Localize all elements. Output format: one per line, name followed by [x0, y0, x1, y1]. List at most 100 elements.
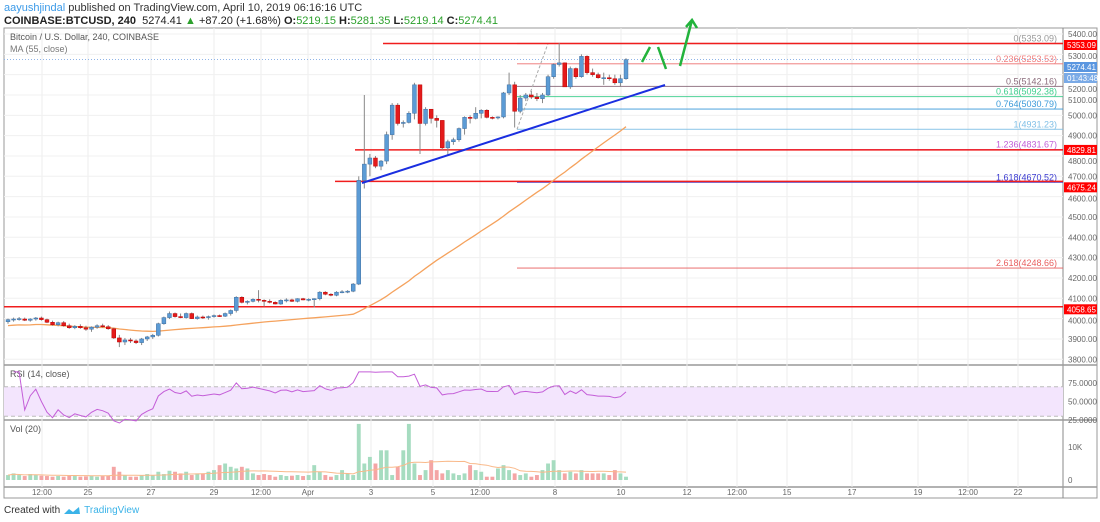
candle-up	[317, 291, 322, 299]
volume-bar-up	[223, 463, 228, 480]
volume-bar-up	[122, 475, 127, 480]
up-arrow-icon: ▲	[184, 15, 196, 27]
candle-up	[401, 122, 406, 124]
candle-up	[456, 128, 462, 140]
volume-bar-down	[262, 474, 267, 480]
volume-bar-up	[557, 470, 562, 480]
candle-up	[144, 336, 150, 340]
volume-bar-up	[284, 476, 289, 480]
volume-bar-up	[306, 475, 311, 480]
candle-down	[106, 326, 111, 330]
candle-down	[289, 299, 295, 302]
candle-up	[412, 84, 417, 114]
chart-title: Bitcoin / U.S. Dollar, 240, COINBASE	[10, 32, 159, 42]
volume-bar-up	[495, 468, 500, 480]
volume-bar-down	[590, 473, 595, 480]
volume-bar-down	[490, 476, 495, 480]
volume-bar-down	[189, 475, 194, 480]
x-tick-label: Apr	[302, 488, 315, 497]
price-tag-label: 4675.24	[1067, 183, 1096, 192]
candle-up	[167, 313, 172, 318]
volume-bar-up	[601, 473, 606, 480]
candle-up	[222, 313, 228, 317]
candle-up	[278, 300, 284, 305]
volume-bar-down	[106, 475, 111, 480]
candle-down	[595, 74, 601, 78]
volume-bar-up	[295, 475, 300, 480]
price-tag	[1064, 304, 1097, 315]
y-tick-label: 5300.00	[1068, 52, 1097, 61]
volume-bar-down	[512, 473, 517, 480]
volume-bar-down	[239, 466, 244, 480]
x-tick-label: 12:00	[958, 488, 979, 497]
rsi-line	[13, 371, 627, 424]
y-tick-label: 5200.00	[1068, 85, 1097, 94]
candle-up	[378, 160, 384, 167]
volume-bar-down	[434, 470, 439, 480]
created-with-text: Created with	[4, 505, 61, 516]
candle-down	[22, 318, 27, 321]
tradingview-link[interactable]: TradingView	[84, 505, 140, 516]
volume-bar-up	[479, 471, 484, 480]
candle-down	[61, 322, 66, 326]
volume-bar-up	[89, 476, 94, 480]
volume-bar-up	[212, 470, 216, 480]
rsi-legend: RSI (14, close)	[10, 369, 70, 379]
candle-up	[94, 325, 100, 328]
volume-bar-down	[134, 476, 139, 480]
volume-bar-down	[573, 473, 578, 480]
fib-level-label: 0.236(5253.53)	[996, 54, 1057, 64]
volume-bar-up	[28, 474, 33, 480]
candle-up	[356, 180, 361, 285]
volume-bar-down	[39, 475, 44, 480]
volume-bar-up	[518, 475, 523, 480]
y-tick-label: 3800.00	[1068, 355, 1097, 364]
candle-up	[423, 108, 428, 124]
candle-up	[473, 113, 478, 119]
candle-up	[389, 104, 395, 135]
candle-down	[300, 298, 306, 301]
volume-bar-up	[195, 473, 200, 480]
author-link[interactable]: aayushjindal	[4, 2, 66, 14]
candle-down	[512, 84, 517, 112]
candle-down	[267, 301, 272, 303]
price-tag-label: 5353.09	[1067, 41, 1096, 50]
fib-level-label: 1(4931.23)	[1013, 119, 1057, 129]
green-arrow-icon	[640, 17, 699, 70]
volume-bar-down	[267, 475, 272, 480]
volume-bar-up	[278, 475, 283, 480]
volume-bar-up	[379, 450, 383, 480]
volume-bar-up	[624, 476, 628, 480]
fib-level-label: 0.618(5092.38)	[996, 87, 1057, 97]
x-tick-label: 17	[848, 488, 857, 497]
x-tick-label: 12:00	[32, 488, 53, 497]
candle-up	[156, 323, 161, 336]
rsi-tick-label: 25.0000	[1068, 416, 1097, 425]
volume-bar-down	[440, 473, 445, 480]
candle-down	[178, 316, 183, 318]
countdown-tag	[1064, 73, 1097, 83]
last-price-tag	[1064, 62, 1097, 72]
volume-bar-up	[161, 474, 166, 480]
x-tick-label: 3	[369, 488, 374, 497]
y-tick-label: 4900.00	[1068, 132, 1097, 141]
candle-up	[295, 298, 300, 302]
price-tag	[1064, 144, 1097, 155]
candle-up	[195, 316, 200, 319]
x-tick-label: 27	[147, 488, 156, 497]
volume-legend: Vol (20)	[10, 424, 41, 434]
candle-up	[451, 139, 456, 142]
volume-bar-down	[178, 473, 183, 480]
candle-down	[256, 299, 261, 301]
volume-bar-down	[22, 476, 27, 480]
candle-up	[28, 318, 33, 321]
candle-down	[239, 297, 245, 303]
candle-up	[579, 56, 584, 77]
open-value: 5219.15	[296, 15, 336, 27]
volume-bar-down	[562, 473, 567, 480]
y-tick-label: 5100.00	[1068, 96, 1097, 105]
rsi-tick-label: 75.0000	[1068, 379, 1097, 388]
candle-up	[551, 64, 556, 77]
candle-down	[323, 291, 328, 295]
